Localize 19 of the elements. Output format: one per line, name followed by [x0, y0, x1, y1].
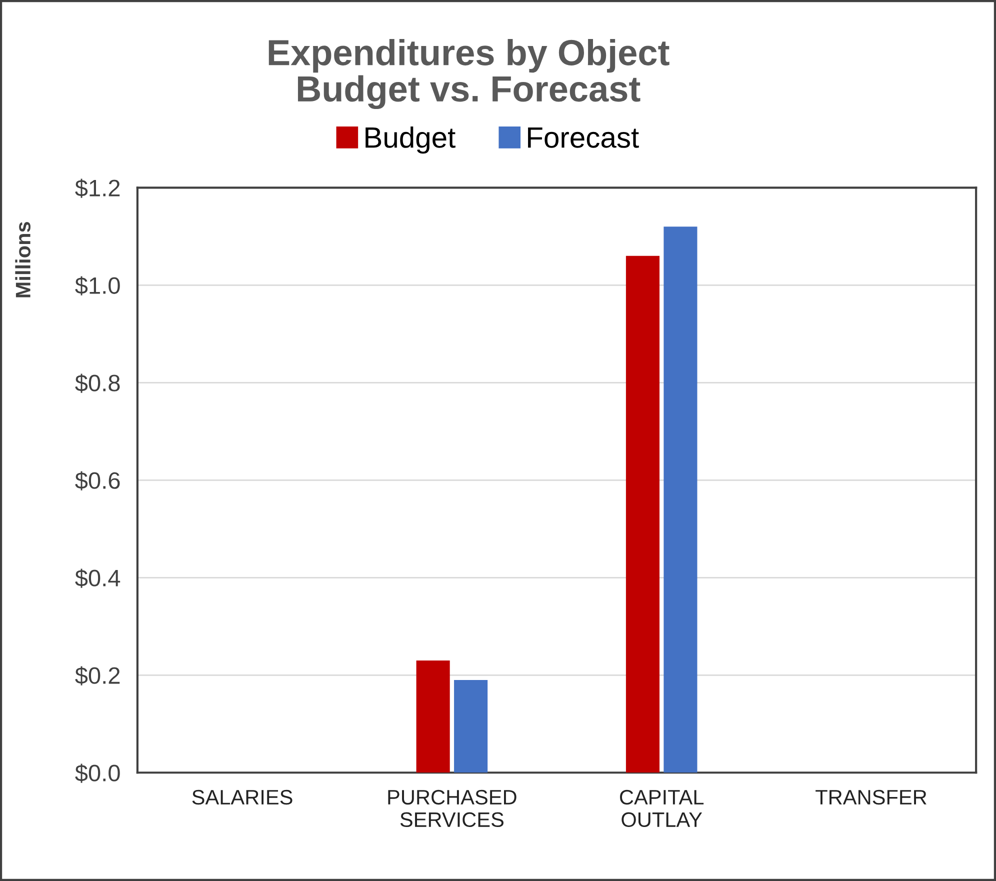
legend-label: Budget [366, 126, 456, 154]
y-tick-label: $1.2 [75, 178, 120, 198]
bar [416, 660, 450, 773]
x-tick-label: CAPITAL OUTLAY [620, 790, 704, 828]
bar [626, 256, 660, 773]
y-tick-label: $0.4 [75, 568, 120, 588]
y-tick-label: $1.0 [75, 276, 120, 296]
y-tick-label: $0.2 [75, 666, 120, 686]
chart-title: Expenditures by Object Budget vs. Forecast [268, 38, 670, 110]
x-tick-label: SALARIES [192, 790, 292, 805]
y-tick-label: $0.8 [75, 374, 120, 393]
legend-label: Forecast [528, 128, 639, 148]
x-tick-label: TRANSFER [816, 790, 926, 805]
y-tick-label: $0.0 [75, 764, 120, 783]
y-tick-label: $0.6 [75, 471, 120, 490]
bar [454, 680, 488, 773]
x-tick-label: PURCHASED SERVICES [388, 790, 516, 828]
bar [664, 226, 698, 773]
y-axis-title: Millions [15, 222, 30, 298]
